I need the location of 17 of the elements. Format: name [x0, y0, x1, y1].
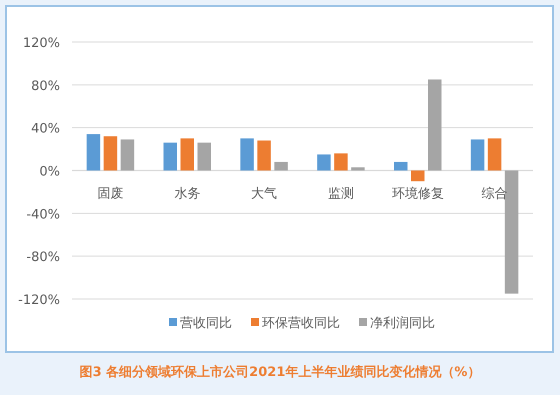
xtick: 水务	[174, 186, 200, 202]
ytick: -120%	[18, 293, 60, 308]
xtick: 综合	[482, 186, 508, 202]
xtick: 固废	[97, 186, 124, 202]
legend-label: 营收同比	[180, 316, 232, 331]
xtick: 大气	[251, 186, 278, 202]
title: 图3 各细分领域环保上市公司2021年上半年业绩同比变化情况（%）	[80, 365, 480, 380]
xtick: 监测	[328, 186, 354, 202]
ytick: 0%	[39, 164, 60, 180]
ytick: 80%	[31, 78, 60, 94]
ytick: -40%	[26, 207, 60, 222]
xtick: 环境修复	[392, 186, 444, 202]
legend-label: 环保营收同比	[262, 316, 340, 331]
legend-label: 净利润同比	[370, 316, 435, 331]
ytick: 40%	[31, 122, 60, 137]
ytick: -80%	[26, 250, 60, 266]
ytick: 120%	[22, 36, 60, 51]
